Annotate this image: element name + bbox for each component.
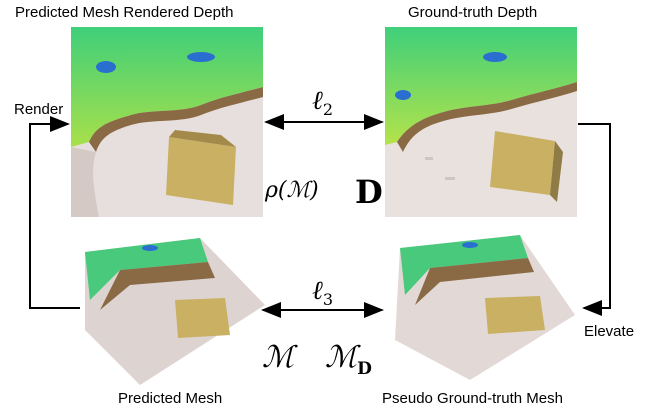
predicted-depth-title: Predicted Mesh Rendered Depth bbox=[15, 4, 234, 21]
elevate-label: Elevate bbox=[584, 323, 635, 340]
predicted-depth-image bbox=[71, 27, 263, 217]
mesh-symbol-md: ℳD bbox=[325, 340, 372, 379]
predicted-mesh-title: Predicted Mesh bbox=[118, 390, 223, 407]
loss-l3: ℓ3 bbox=[312, 276, 334, 310]
gt-depth-image bbox=[385, 27, 577, 217]
render-label: Render bbox=[14, 101, 64, 118]
gt-depth-title: Ground-truth Depth bbox=[408, 4, 538, 21]
depth-symbol-d: D bbox=[355, 173, 383, 211]
loss-l2: ℓ2 bbox=[312, 86, 334, 120]
mesh-symbol-m: ℳ bbox=[262, 340, 295, 375]
rho-m-symbol: ρ(ℳ) bbox=[265, 178, 319, 203]
pseudo-gt-mesh-title: Pseudo Ground-truth Mesh bbox=[382, 390, 563, 407]
